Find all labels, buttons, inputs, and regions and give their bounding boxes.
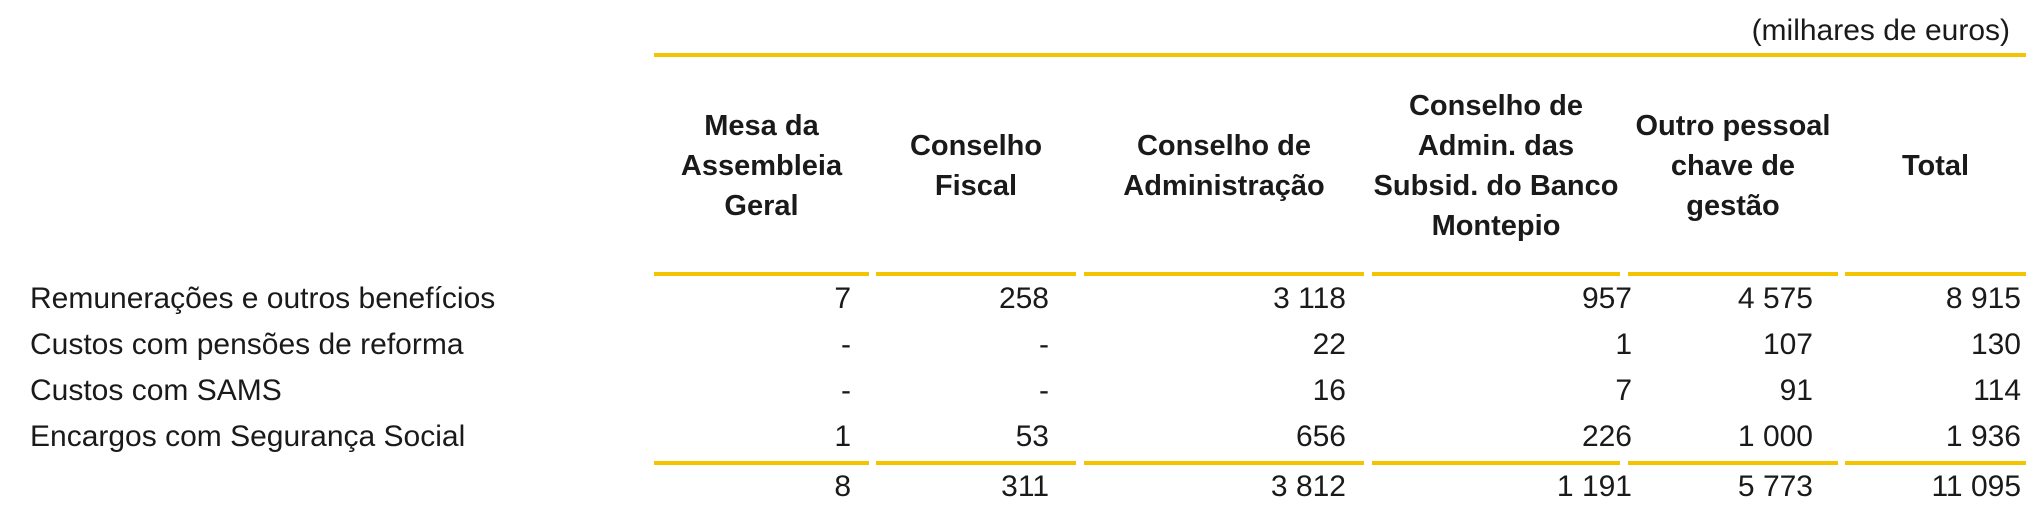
row-label: Remunerações e outros benefícios <box>30 282 496 315</box>
table-cell: 656 <box>1295 420 1346 453</box>
total-cell: 1 191 <box>1556 470 1632 503</box>
header-rule-3 <box>1084 272 1364 276</box>
col-header-conselho-fiscal: Conselho Fiscal <box>909 130 1043 202</box>
table-cell: 4 575 <box>1737 282 1813 315</box>
table-cell: - <box>1039 374 1049 407</box>
table-cell: - <box>841 328 851 361</box>
table-cell: 1 <box>1615 328 1632 361</box>
table-cell: 130 <box>1970 328 2021 361</box>
top-rule <box>654 53 2026 57</box>
table-cell: 22 <box>1312 328 1346 361</box>
col-header-total: Total <box>1901 150 1970 182</box>
col-header-outro-pessoal: Outro pessoal chave de gestão <box>1635 110 1831 222</box>
totals-rule-3 <box>1084 461 1364 465</box>
table-cell: 957 <box>1581 282 1632 315</box>
totals-rule-1 <box>654 461 869 465</box>
header-rule-2 <box>876 272 1076 276</box>
totals-rule-4 <box>1372 461 1620 465</box>
row-label: Encargos com Segurança Social <box>30 420 466 453</box>
total-cell: 8 <box>834 470 851 503</box>
table-cell: 258 <box>998 282 1049 315</box>
header-rule-1 <box>654 272 869 276</box>
table-cell: 114 <box>1973 374 2021 407</box>
table-cell: 7 <box>834 282 851 315</box>
table-cell: 226 <box>1581 420 1632 453</box>
col-header-conselho-admin-subsid: Conselho de Admin. das Subsid. do Banco … <box>1373 90 1619 242</box>
table-cell: 7 <box>1615 374 1632 407</box>
totals-rule-5 <box>1628 461 1838 465</box>
table-cell: 91 <box>1779 374 1813 407</box>
table-cell: 8 915 <box>1945 282 2021 315</box>
header-rule-6 <box>1845 272 2026 276</box>
unit-note: (milhares de euros) <box>1751 14 2010 47</box>
table-cell: 107 <box>1762 328 1813 361</box>
table-cell: 53 <box>1015 420 1049 453</box>
total-cell: 311 <box>1001 470 1049 503</box>
col-header-conselho-administracao: Conselho de Administração <box>1123 130 1325 202</box>
totals-rule-6 <box>1845 461 2026 465</box>
row-label: Custos com SAMS <box>30 374 282 407</box>
table-cell: 3 118 <box>1273 282 1346 315</box>
total-cell: 3 812 <box>1270 470 1346 503</box>
total-cell: 5 773 <box>1737 470 1813 503</box>
row-label: Custos com pensões de reforma <box>30 328 464 361</box>
table-cell: - <box>841 374 851 407</box>
totals-rule-2 <box>876 461 1076 465</box>
col-header-mesa-assembleia: Mesa da Assembleia Geral <box>680 110 843 222</box>
table-cell: - <box>1039 328 1049 361</box>
header-rule-5 <box>1628 272 1838 276</box>
total-cell: 11 095 <box>1931 470 2021 503</box>
table-cell: 16 <box>1312 374 1346 407</box>
table-cell: 1 936 <box>1945 420 2021 453</box>
header-rule-4 <box>1372 272 1620 276</box>
table-cell: 1 000 <box>1737 420 1813 453</box>
table-cell: 1 <box>834 420 851 453</box>
